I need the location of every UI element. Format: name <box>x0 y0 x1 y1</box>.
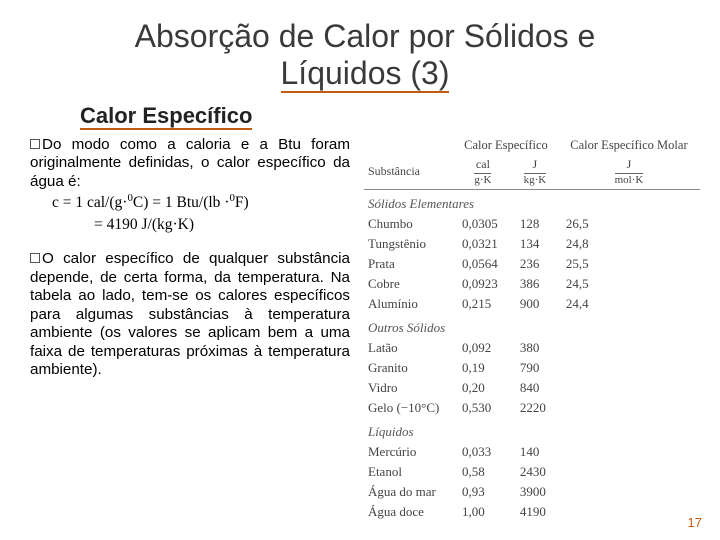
table-row: Granito0,19790 <box>364 358 700 378</box>
formula-block: c = 1 cal/(g·0C) = 1 Btu/(lb ·0F) = 4190… <box>52 191 350 236</box>
right-column: Calor Específico Calor Específico Molar … <box>364 136 700 522</box>
table-row: Cobre0,092338624,5 <box>364 274 700 294</box>
b2-rest: calor específico de qualquer substância … <box>30 250 350 378</box>
page-number: 17 <box>688 515 702 530</box>
formula-line-2: = 4190 J/(kg·K) <box>94 214 350 236</box>
table-row: Tungstênio0,032113424,8 <box>364 234 700 254</box>
content-columns: Do modo como a caloria e a Btu foram ori… <box>30 136 700 522</box>
th-cm: Calor Específico Molar <box>558 136 700 155</box>
b1-rest: modo como a caloria e a Btu foram origin… <box>30 136 350 190</box>
bullet-2: O calor específico de qualquer substânci… <box>30 250 350 380</box>
bullet-1: Do modo como a caloria e a Btu foram ori… <box>30 136 350 236</box>
b1-lead: Do <box>42 136 61 153</box>
title-line-1: Absorção de Calor por Sólidos e <box>135 18 596 54</box>
bullet-icon <box>30 139 40 149</box>
subtitle: Calor Específico <box>80 104 252 130</box>
table-row: Gelo (−10°C)0,5302220 <box>364 398 700 418</box>
th-sub: Substância <box>364 155 454 190</box>
table-section: Líquidos <box>364 418 700 442</box>
bullet-icon <box>30 253 40 263</box>
table-row: Latão0,092380 <box>364 338 700 358</box>
formula-line-1: c = 1 cal/(g·0C) = 1 Btu/(lb ·0F) <box>52 191 350 214</box>
title-line-2: Líquidos (3) <box>281 55 450 93</box>
table-row: Chumbo0,030512826,5 <box>364 214 700 234</box>
th-ce: Calor Específico <box>454 136 558 155</box>
table-row: Água do mar0,933900 <box>364 482 700 502</box>
table-row: Alumínio0,21590024,4 <box>364 294 700 314</box>
table-body: Sólidos ElementaresChumbo0,030512826,5Tu… <box>364 189 700 522</box>
b2-lead: O <box>42 250 54 267</box>
left-column: Do modo como a caloria e a Btu foram ori… <box>30 136 350 522</box>
slide-title: Absorção de Calor por Sólidos e Líquidos… <box>70 18 660 92</box>
table-row: Etanol0,582430 <box>364 462 700 482</box>
table-row: Vidro0,20840 <box>364 378 700 398</box>
table-section: Outros Sólidos <box>364 314 700 338</box>
slide: Absorção de Calor por Sólidos e Líquidos… <box>0 0 720 540</box>
table-row: Mercúrio0,033140 <box>364 442 700 462</box>
subtitle-wrap: Calor Específico <box>30 100 700 136</box>
table-row: Prata0,056423625,5 <box>364 254 700 274</box>
table-row: Água doce1,004190 <box>364 502 700 522</box>
specific-heat-table: Calor Específico Calor Específico Molar … <box>364 136 700 522</box>
table-section: Sólidos Elementares <box>364 189 700 214</box>
